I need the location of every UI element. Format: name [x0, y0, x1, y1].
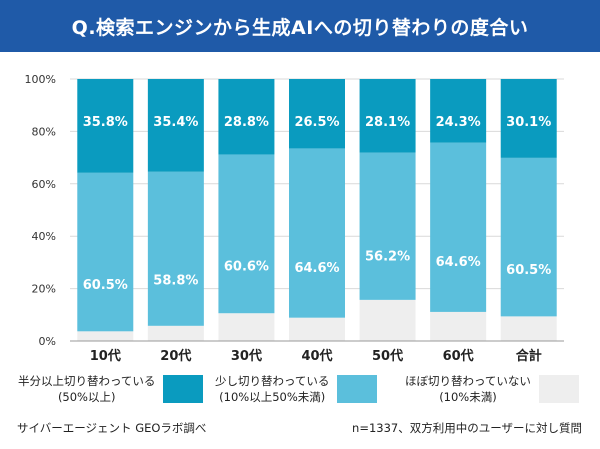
x-tick-label: 10代	[90, 348, 121, 364]
legend-label-none-line1: ほぼ切り替わっていない	[405, 374, 531, 388]
bar-segment	[359, 152, 416, 300]
bar-segment	[500, 157, 557, 317]
legend-label-majority: 半分以上切り替わっている (50%以上)	[18, 373, 155, 405]
legend-swatch-partial	[337, 375, 378, 403]
data-label: 26.5%	[294, 115, 339, 130]
bar-segment	[359, 299, 416, 341]
legend-swatch-none	[538, 375, 579, 403]
data-label: 60.5%	[506, 263, 551, 278]
legend: 半分以上切り替わっている (50%以上) 少し切り替わっている (10%以上50…	[0, 373, 600, 413]
bar-segment	[147, 79, 204, 172]
x-tick-label: 30代	[231, 348, 262, 364]
x-tick-label: 20代	[160, 348, 191, 364]
bar-segment	[289, 148, 345, 318]
sample-note: n=1337、双方利用中のユーザーに対し質問	[352, 421, 582, 435]
chart-title: Q.検索エンジンから生成AIへの切り替わりの度合い	[0, 0, 600, 52]
data-label: 28.8%	[224, 115, 269, 130]
legend-label-majority-line1: 半分以上切り替わっている	[18, 374, 156, 388]
y-tick-label: 60%	[32, 178, 56, 191]
bar-segment	[430, 311, 487, 341]
bar-segment	[147, 325, 204, 341]
y-tick-label: 20%	[32, 283, 56, 296]
data-label: 60.6%	[224, 260, 269, 275]
legend-item-partial: 少し切り替わっている (10%以上50%未満)	[215, 373, 378, 405]
y-tick-label: 100%	[25, 73, 56, 86]
bar-segment	[218, 154, 275, 314]
x-tick-label: 60代	[443, 348, 474, 364]
legend-label-partial: 少し切り替わっている (10%以上50%未満)	[215, 373, 329, 405]
bar-segment	[77, 331, 134, 341]
data-label: 24.3%	[436, 115, 481, 130]
legend-item-none: ほぼ切り替わっていない (10%未満)	[405, 373, 579, 405]
bar-segment	[500, 316, 557, 341]
data-label: 60.5%	[83, 278, 128, 293]
bar-segment	[77, 172, 134, 332]
bar-segment	[430, 142, 487, 312]
y-tick-label: 40%	[32, 230, 56, 243]
data-label: 35.4%	[153, 115, 198, 130]
data-label: 35.8%	[83, 115, 128, 130]
y-tick-label: 0%	[39, 335, 56, 348]
x-tick-label: 合計	[516, 348, 542, 364]
bar-segment	[218, 313, 275, 341]
data-label: 58.8%	[153, 274, 198, 289]
data-label: 30.1%	[506, 115, 551, 130]
data-label: 28.1%	[365, 115, 410, 130]
y-tick-label: 80%	[32, 125, 56, 138]
legend-item-majority: 半分以上切り替わっている (50%以上)	[18, 373, 204, 405]
bar-segment	[289, 79, 345, 149]
bar-segment	[430, 79, 487, 143]
bar-segment	[500, 79, 557, 158]
data-label: 64.6%	[294, 261, 339, 276]
legend-label-none-line2: (10%未満)	[439, 390, 497, 404]
bar-segment	[289, 317, 345, 341]
data-label: 56.2%	[365, 250, 410, 265]
bar-segment	[77, 79, 134, 173]
legend-label-partial-line1: 少し切り替わっている	[215, 374, 330, 388]
x-tick-label: 40代	[301, 348, 332, 364]
x-tick-label: 50代	[372, 348, 403, 364]
source-note: サイバーエージェント GEOラボ調べ	[17, 421, 207, 435]
legend-label-partial-line2: (10%以上50%未満)	[219, 390, 326, 404]
bar-segment	[147, 171, 204, 326]
data-label: 64.6%	[436, 255, 481, 270]
legend-swatch-majority	[163, 375, 204, 403]
bar-segment	[218, 79, 275, 155]
stacked-bar-chart: 0% 20% 40% 60% 80% 100% 60.5% 35.8% 10代 58.8% 35.4…	[25, 73, 564, 364]
bar-segment	[359, 79, 416, 153]
legend-label-majority-line2: (50%以上)	[57, 390, 116, 404]
legend-label-none: ほぼ切り替わっていない (10%未満)	[405, 373, 531, 405]
